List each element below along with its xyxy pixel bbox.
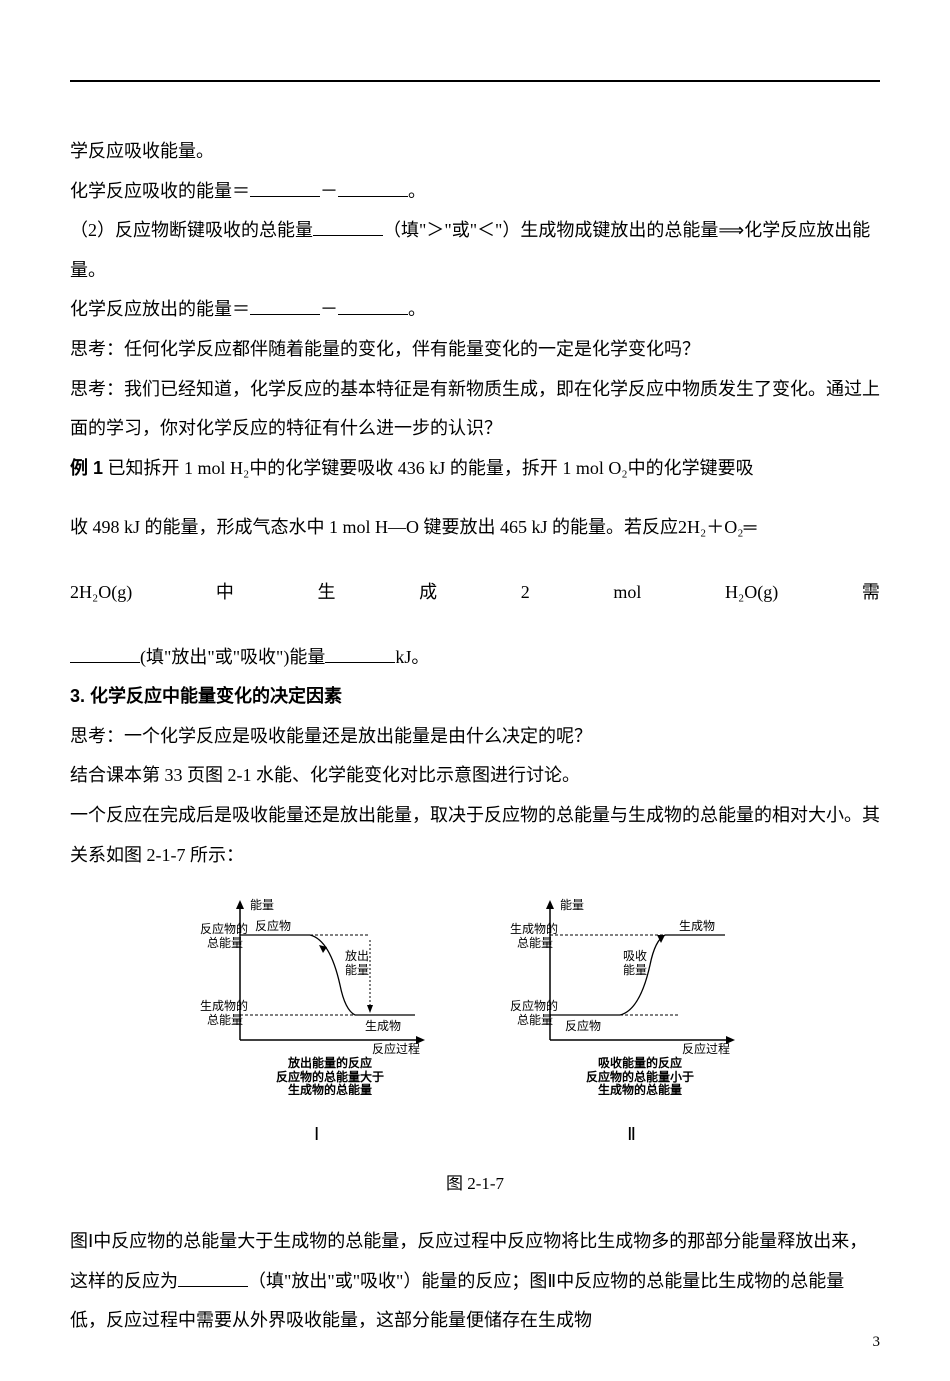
text: kJ。 — [395, 647, 429, 667]
text: － — [320, 181, 338, 201]
eq-end: ═ — [744, 517, 757, 537]
reactant-box: 反应物 — [255, 918, 291, 933]
y-axis-label: 能量 — [560, 898, 584, 912]
product-label-1: 生成物的 — [200, 998, 248, 1013]
blank — [250, 296, 320, 315]
caption-2: 反应物的总能量小于 — [586, 1069, 694, 1084]
product-box: 生成物 — [365, 1019, 401, 1033]
text: 化学反应吸收的能量＝ — [70, 181, 250, 201]
reactant-label-2: 总能量 — [207, 936, 243, 950]
text: 。 — [408, 181, 426, 201]
blank — [70, 644, 140, 663]
arrow-label-2: 能量 — [623, 963, 647, 977]
blank — [313, 217, 383, 236]
formula-item: H₂O(g) — [725, 573, 778, 613]
text: (填"放出"或"吸收")能量 — [140, 647, 325, 667]
para-7: 思考：一个化学反应是吸收能量还是放出能量是由什么决定的呢？ — [70, 717, 880, 757]
para-9: 一个反应在完成后是吸收能量还是放出能量，取决于反应物的总能量与生成物的总能量的相… — [70, 796, 880, 875]
para-10: 图Ⅰ中反应物的总能量大于生成物的总能量，反应过程中反应物将比生成物多的那部分能量… — [70, 1222, 880, 1341]
para-4: 化学反应放出的能量＝ － 。 — [70, 290, 880, 330]
example-1-line2: 收 498 kJ 的能量，形成气态水中 1 mol H—O 键要放出 465 k… — [70, 508, 880, 548]
para-1: 学反应吸收能量。 — [70, 132, 880, 172]
para-3: （2）反应物断键吸收的总能量（填"＞"或"＜"）生成物成键放出的总能量⟹化学反应… — [70, 211, 880, 290]
example-1-fill: (填"放出"或"吸收")能量 kJ。 — [70, 638, 880, 678]
reactant-label-2: 总能量 — [517, 1013, 553, 1027]
caption-1: 放出能量的反应 — [287, 1055, 372, 1070]
diagram-1: 能量 反应物 生成物 放出 能量 反应物的 总能量 — [195, 895, 445, 1095]
text: 收 498 kJ 的能量，形成气态水中 1 mol H—O 键要放出 465 k… — [70, 517, 678, 537]
formula-item: 中 — [216, 573, 234, 613]
text: 中的化学键要吸 — [628, 458, 754, 478]
caption-1: 吸收能量的反应 — [598, 1055, 682, 1070]
caption-3: 生成物的总能量 — [598, 1082, 682, 1095]
text: － — [320, 299, 338, 319]
page-number: 3 — [873, 1334, 881, 1351]
energy-diagrams: 能量 反应物 生成物 放出 能量 反应物的 总能量 — [70, 895, 880, 1095]
product-label-2: 总能量 — [207, 1013, 243, 1027]
reactant-box: 反应物 — [565, 1018, 601, 1033]
figure-caption: 图 2-1-7 — [70, 1165, 880, 1202]
x-axis-label: 反应过程 — [372, 1041, 420, 1056]
blank — [250, 178, 320, 197]
page: 学反应吸收能量。 化学反应吸收的能量＝ － 。 （2）反应物断键吸收的总能量（填"＞… — [0, 0, 950, 1381]
formula-item: 成 — [419, 573, 437, 613]
para-5: 思考：任何化学反应都伴随着能量的变化，伴有能量变化的一定是化学变化吗？ — [70, 330, 880, 370]
formula-h2: H₂ — [230, 458, 249, 478]
formula-o2: O₂ — [608, 458, 627, 478]
arrow-label: 放出 — [345, 948, 369, 963]
blank — [178, 1268, 248, 1287]
top-rule — [70, 80, 880, 82]
blank — [325, 644, 395, 663]
caption-2: 反应物的总能量大于 — [276, 1069, 384, 1084]
blank — [338, 178, 408, 197]
arrow-label-2: 能量 — [345, 963, 369, 977]
formula-item: 生 — [318, 573, 336, 613]
example-1-line1: 例 1 已知拆开 1 mol H₂中的化学键要吸收 436 kJ 的能量，拆开 … — [70, 449, 880, 489]
content: 学反应吸收能量。 化学反应吸收的能量＝ － 。 （2）反应物断键吸收的总能量（填"＞… — [70, 132, 880, 1341]
equation: 2H₂＋O₂ — [678, 517, 744, 537]
product-label-1: 生成物的 — [510, 921, 558, 936]
label-I: Ⅰ — [314, 1115, 319, 1155]
para-2: 化学反应吸收的能量＝ － 。 — [70, 172, 880, 212]
text: 已知拆开 1 mol — [103, 458, 230, 478]
text: 化学反应放出的能量＝ — [70, 299, 250, 319]
reactant-label-1: 反应物的 — [510, 998, 558, 1013]
text: 。 — [408, 299, 426, 319]
para-6: 思考：我们已经知道，化学反应的基本特征是有新物质生成，即在化学反应中物质发生了变… — [70, 370, 880, 449]
formula-item: 需 — [862, 573, 880, 613]
x-axis-label: 反应过程 — [682, 1041, 730, 1056]
product-label-2: 总能量 — [517, 936, 553, 950]
formula-row: 2H₂O(g) 中 生 成 2 mol H₂O(g) 需 — [70, 573, 880, 613]
formula-item: 2H₂O(g) — [70, 573, 132, 613]
diagram-2: 能量 生成物 反应物 吸收 能量 生成物的 总能量 反应物的 总能量 — [505, 895, 755, 1095]
arrow-label: 吸收 — [623, 949, 647, 963]
example-label: 例 1 — [70, 458, 103, 478]
formula-item: mol — [613, 573, 641, 613]
section-3-title: 3. 化学反应中能量变化的决定因素 — [70, 677, 880, 717]
diagram-labels: Ⅰ Ⅱ — [70, 1115, 880, 1155]
formula-item: 2 — [521, 573, 530, 613]
para-8: 结合课本第 33 页图 2-1 水能、化学能变化对比示意图进行讨论。 — [70, 756, 880, 796]
text: （2）反应物断键吸收的总能量 — [70, 220, 313, 240]
blank — [338, 296, 408, 315]
y-axis-label: 能量 — [250, 898, 274, 912]
reactant-label-1: 反应物的 — [200, 921, 248, 936]
product-box: 生成物 — [679, 919, 715, 933]
text: 中的化学键要吸收 436 kJ 的能量，拆开 1 mol — [249, 458, 608, 478]
caption-3: 生成物的总能量 — [288, 1082, 372, 1095]
label-II: Ⅱ — [627, 1115, 636, 1155]
